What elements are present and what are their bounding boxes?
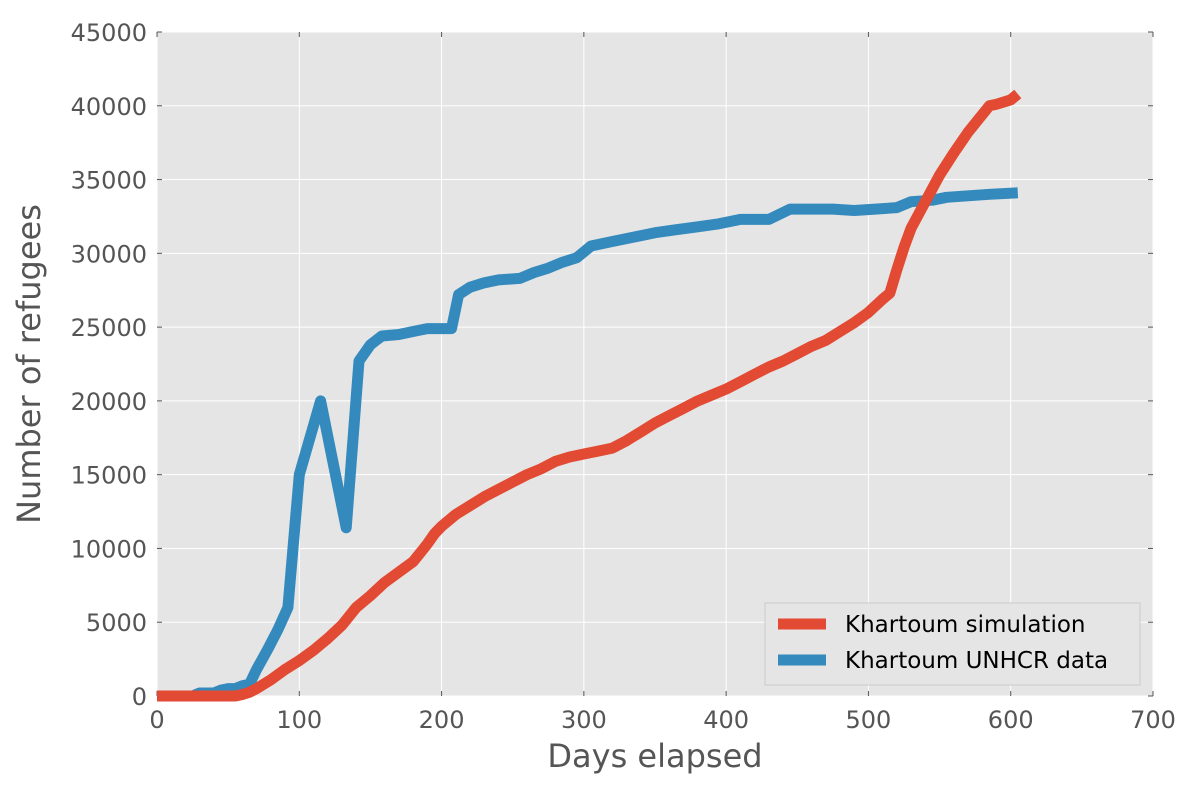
- grid: [156, 31, 1154, 697]
- y-axis-label: Number of refugees: [10, 204, 48, 524]
- legend: Khartoum simulation Khartoum UNHCR data: [764, 602, 1141, 686]
- y-tick-labels: 0 5000 10000 15000 20000 25000 30000 35000 40000…: [71, 19, 147, 711]
- x-tick-label: 600: [988, 706, 1034, 734]
- y-tick-label: 45000: [71, 19, 147, 47]
- legend-box: [764, 602, 1141, 686]
- x-tick-label: 700: [1130, 706, 1176, 734]
- ticks: [156, 31, 1154, 697]
- x-tick-labels: 0 100 200 300 400 500 600 700: [149, 706, 1176, 734]
- x-tick-label: 0: [149, 706, 164, 734]
- x-tick-label: 100: [276, 706, 322, 734]
- x-tick-label: 500: [846, 706, 892, 734]
- x-tick-label: 300: [561, 706, 607, 734]
- simulation-line: [157, 89, 1022, 702]
- x-axis-label: Days elapsed: [547, 737, 762, 775]
- y-tick-label: 5000: [86, 609, 147, 637]
- y-tick-label: 10000: [71, 535, 147, 563]
- y-tick-label: 20000: [71, 388, 147, 416]
- x-tick-label: 400: [703, 706, 749, 734]
- x-tick-label: 200: [419, 706, 465, 734]
- series-lines: [157, 89, 1022, 702]
- y-tick-label: 0: [132, 683, 147, 711]
- legend-label-simulation: Khartoum simulation: [845, 612, 1086, 638]
- legend-label-unhcr: Khartoum UNHCR data: [845, 648, 1108, 674]
- y-tick-label: 15000: [71, 462, 147, 490]
- y-tick-label: 25000: [71, 314, 147, 342]
- unhcr-data-line: [157, 187, 1019, 702]
- y-tick-label: 35000: [71, 167, 147, 195]
- y-tick-label: 30000: [71, 240, 147, 268]
- y-tick-label: 40000: [71, 93, 147, 121]
- plot-background: [157, 32, 1153, 696]
